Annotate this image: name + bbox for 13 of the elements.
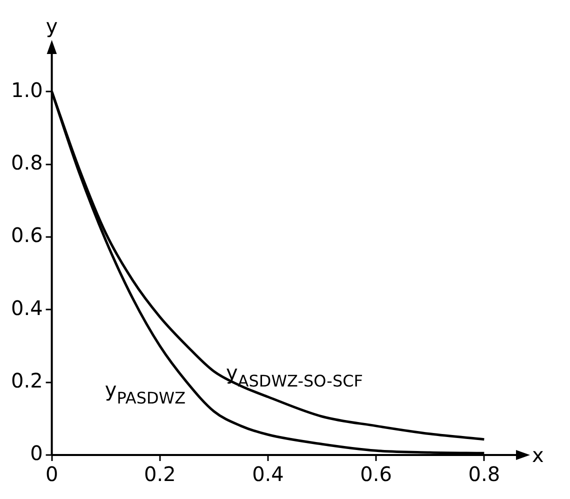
x-tick-label: 0.8 bbox=[468, 462, 500, 486]
x-tick-label: 0.4 bbox=[252, 462, 284, 486]
x-axis-title: x bbox=[532, 443, 544, 468]
x-tick-label: 0.2 bbox=[144, 462, 176, 486]
x-tick-label: 0 bbox=[45, 462, 58, 486]
y-tick-label: 0.4 bbox=[10, 296, 43, 320]
y-tick-label: 0.8 bbox=[10, 150, 43, 174]
y-axis-title: y bbox=[46, 14, 58, 38]
y-tick-label: 0 bbox=[30, 441, 43, 466]
y-tick-label: 0.2 bbox=[10, 368, 43, 393]
y-tick-label: 1.0 bbox=[10, 78, 43, 102]
y-tick-label: 0.6 bbox=[10, 223, 43, 248]
x-tick-label: 0.6 bbox=[360, 462, 392, 486]
